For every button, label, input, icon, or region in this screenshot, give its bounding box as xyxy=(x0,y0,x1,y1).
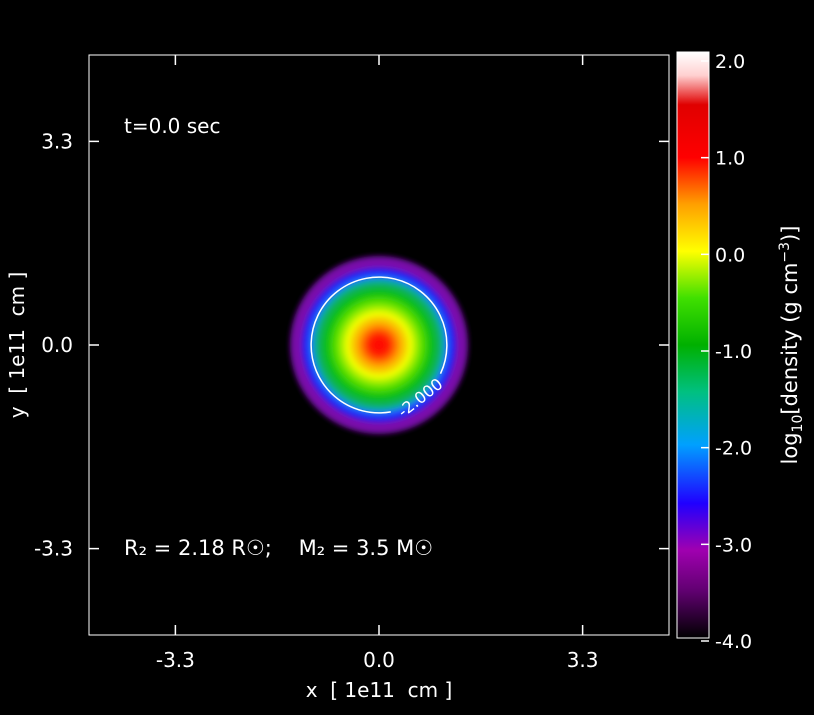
y-axis-ticks: 3.3 0.0 -3.3 xyxy=(34,129,669,561)
star-parameters-annotation: R₂ = 2.18 R☉; M₂ = 3.5 M☉ xyxy=(124,536,433,560)
y-tick-label: 0.0 xyxy=(41,333,73,357)
colorbar-label-sub: 10 xyxy=(790,415,806,433)
x-axis-ticks: -3.3 0.0 3.3 xyxy=(156,55,599,672)
x-tick-label: 3.3 xyxy=(567,648,599,672)
colorbar-tick-label: -1.0 xyxy=(715,341,752,363)
colorbar xyxy=(676,51,710,639)
colorbar-tick-label: 2.0 xyxy=(715,51,745,73)
colorbar-ticks: 2.0 1.0 0.0 -1.0 -2.0 -3.0 -4.0 xyxy=(701,51,752,653)
colorbar-label-main: [density (g cm xyxy=(778,263,802,415)
colorbar-tick-label: 1.0 xyxy=(715,148,745,170)
x-tick-label: 0.0 xyxy=(363,648,395,672)
density-contour-line xyxy=(310,276,448,414)
colorbar-label-log: log xyxy=(778,432,802,464)
colorbar-tick-label: -2.0 xyxy=(715,438,752,460)
colorbar-tick-label: -3.0 xyxy=(715,534,752,556)
x-axis-label: x [ 1e11 cm ] xyxy=(306,678,453,702)
x-tick-label: -3.3 xyxy=(156,648,195,672)
colorbar-label-suffix: )] xyxy=(778,226,802,242)
colorbar-tick-label: 0.0 xyxy=(715,244,745,266)
colorbar-label: log10[density (g cm−3)] xyxy=(777,226,806,465)
colorbar-label-sup: −3 xyxy=(777,242,793,263)
y-axis-label: y [ 1e11 cm ] xyxy=(5,272,29,419)
y-tick-label: -3.3 xyxy=(34,537,73,561)
star-density-map xyxy=(286,252,472,438)
time-annotation: t=0.0 sec xyxy=(124,114,220,138)
colorbar-tick-label: -4.0 xyxy=(715,631,752,653)
y-tick-label: 3.3 xyxy=(41,129,73,153)
